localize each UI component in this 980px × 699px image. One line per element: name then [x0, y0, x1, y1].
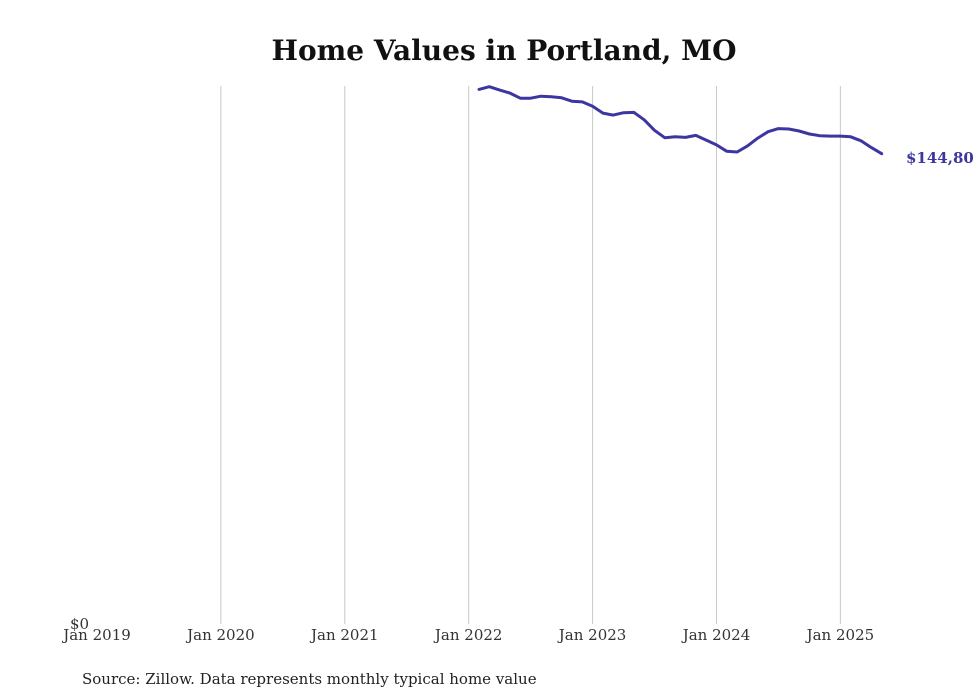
x-tick-label: Jan 2019: [61, 626, 131, 644]
x-tick-label: Jan 2024: [681, 626, 751, 644]
x-axis-ticks: Jan 2019 Jan 2020 Jan 2021 Jan 2022 Jan 2023…: [61, 626, 874, 644]
series-layer: $144,80: [477, 85, 974, 167]
chart-title: Home Values in Portland, MO: [272, 34, 737, 67]
x-tick-label: Jan 2025: [805, 626, 875, 644]
y-axis-zero-label: $0: [70, 615, 89, 633]
x-tick-label: Jan 2021: [309, 626, 379, 644]
x-tick-label: Jan 2022: [433, 626, 503, 644]
home-value-line: [477, 85, 884, 156]
end-value-label: $144,80: [906, 149, 974, 167]
gridlines: [220, 86, 841, 624]
x-tick-label: Jan 2020: [185, 626, 255, 644]
source-note: Source: Zillow. Data represents monthly …: [82, 670, 537, 688]
x-tick-label: Jan 2023: [557, 626, 627, 644]
